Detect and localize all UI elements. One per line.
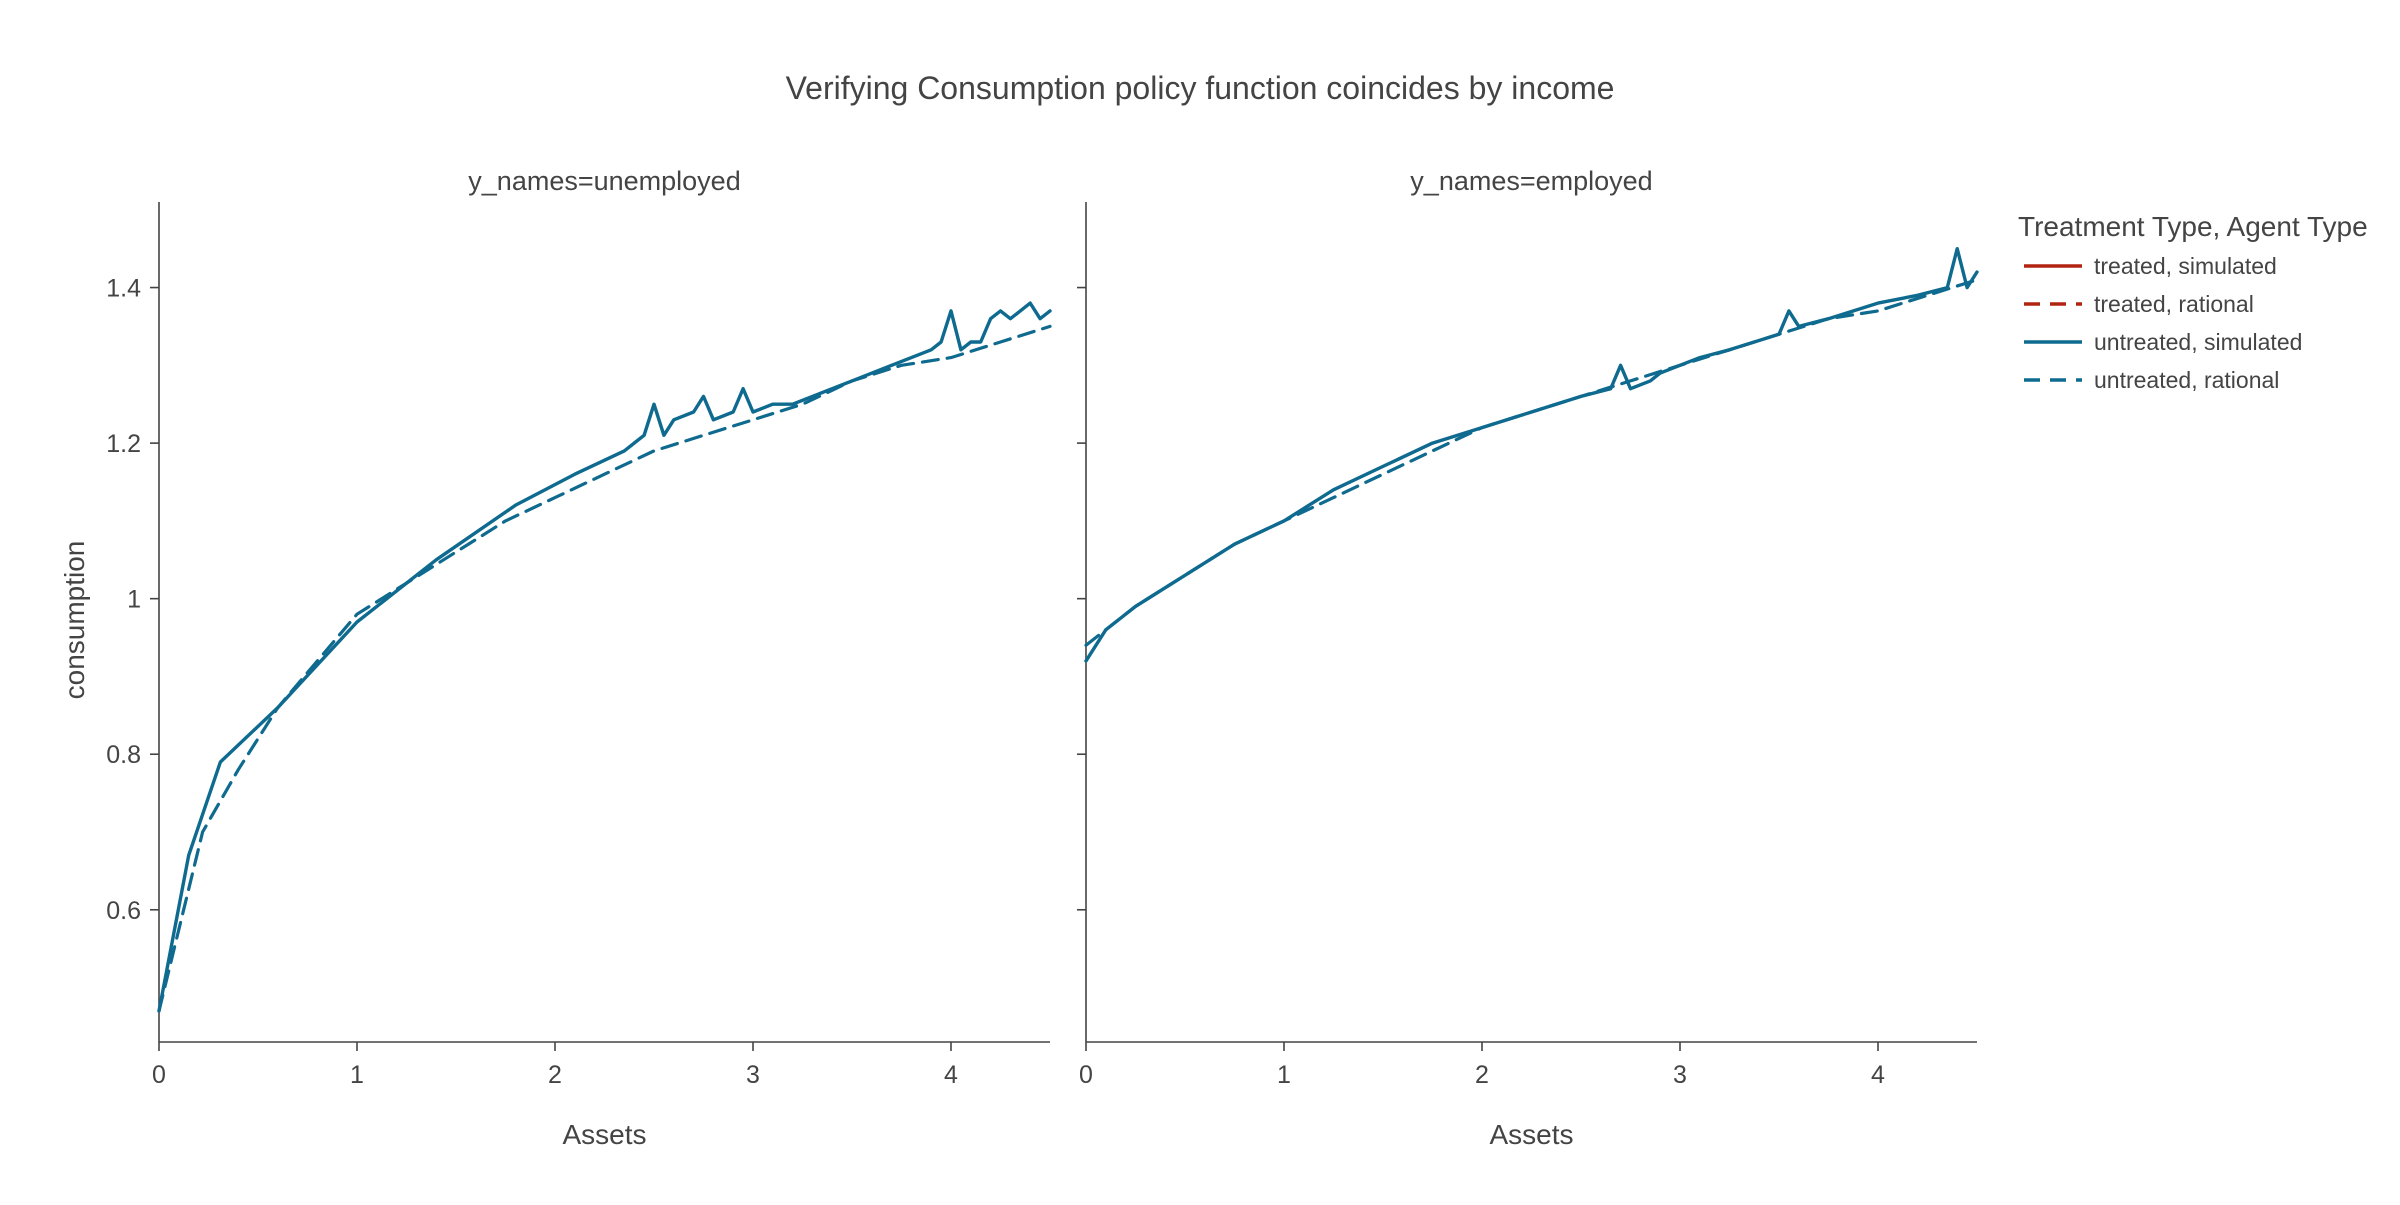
x-tick-label: 3	[746, 1061, 760, 1089]
y-tick-label: 0.6	[106, 897, 141, 925]
panels: y_names=unemployed 0.6 0.8 1 1.2 1.4 0 1 2 3 4 Asse…	[106, 166, 1979, 1150]
x-tick-label: 4	[944, 1061, 958, 1089]
y-axis-title: consumption	[59, 541, 90, 700]
legend-label: untreated, simulated	[2094, 329, 2302, 355]
series-line-untreated-rational	[1084, 278, 1979, 647]
x-axis-title: Assets	[1489, 1119, 1573, 1150]
legend-label: treated, simulated	[2094, 253, 2277, 279]
y-tick-label: 1.4	[106, 275, 141, 303]
series-line-untreated-simulated	[157, 301, 1052, 1013]
chart-title: Verifying Consumption policy function co…	[786, 70, 1615, 106]
panel-2-title: y_names=employed	[1410, 166, 1652, 196]
legend-entries: treated, simulated treated, rational untre…	[2024, 253, 2302, 393]
series-line-untreated-simulated	[1084, 246, 1979, 663]
x-tick-label: 1	[1277, 1061, 1291, 1089]
legend-label: treated, rational	[2094, 291, 2254, 317]
x-tick-label: 4	[1871, 1061, 1885, 1089]
x-tick-label: 1	[350, 1061, 364, 1089]
legend-title: Treatment Type, Agent Type	[2018, 211, 2368, 242]
y-tick-label: 0.8	[106, 741, 141, 769]
series-line-untreated-rational	[157, 324, 1052, 1013]
x-tick-label: 0	[1079, 1061, 1093, 1089]
y-tick-label: 1.2	[106, 430, 141, 458]
x-tick-label: 3	[1673, 1061, 1687, 1089]
panel-1: y_names=unemployed 0.6 0.8 1 1.2 1.4 0 1 2 3 4 Asse…	[106, 166, 1052, 1150]
legend: Treatment Type, Agent Type treated, simu…	[2018, 211, 2368, 393]
x-tick-label: 0	[152, 1061, 166, 1089]
panel-1-title: y_names=unemployed	[468, 166, 740, 196]
y-tick-label: 1	[127, 586, 141, 614]
legend-label: untreated, rational	[2094, 367, 2279, 393]
x-tick-label: 2	[548, 1061, 562, 1089]
x-axis-title: Assets	[562, 1119, 646, 1150]
x-tick-label: 2	[1475, 1061, 1489, 1089]
panel-2: y_names=employed 0 1 2 3 4 Assets	[1077, 166, 1979, 1150]
